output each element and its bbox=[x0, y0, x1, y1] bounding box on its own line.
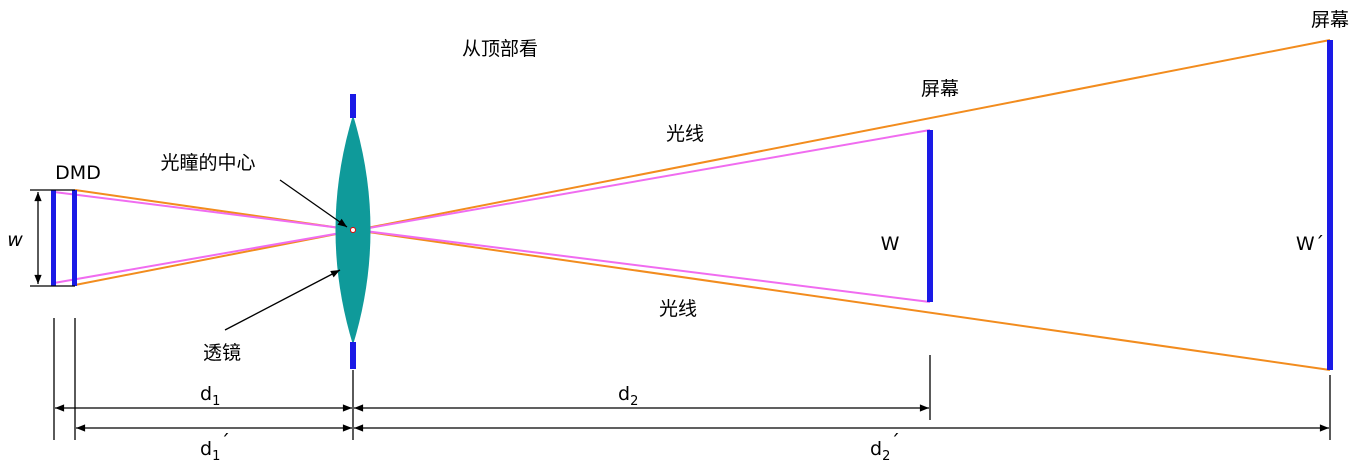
d-base: d bbox=[200, 383, 212, 405]
dmd-label: DMD bbox=[55, 162, 101, 184]
d-prime: ´ bbox=[890, 431, 900, 453]
lens-label: 透镜 bbox=[203, 342, 241, 364]
orange-ray bbox=[74, 189, 1331, 371]
pupil-center-label: 光瞳的中心 bbox=[160, 152, 255, 174]
pink-ray bbox=[53, 191, 931, 303]
W-prime-label: W´ bbox=[1296, 233, 1324, 255]
screen bbox=[927, 130, 933, 302]
rays bbox=[53, 39, 1331, 371]
dmd-bar bbox=[72, 190, 77, 286]
ray-label: 光线 bbox=[659, 298, 697, 320]
pupil-center bbox=[350, 227, 356, 233]
orange-ray bbox=[74, 39, 1331, 286]
d1-prime-label: d1´ bbox=[200, 431, 230, 464]
d-base: d bbox=[618, 383, 630, 405]
d-sub: 2 bbox=[882, 449, 890, 464]
d1-label: d1 bbox=[200, 383, 220, 409]
dimensions bbox=[53, 318, 1331, 440]
d2-prime-label: d2´ bbox=[870, 431, 900, 464]
pink-ray bbox=[53, 129, 931, 284]
title: 从顶部看 bbox=[462, 38, 538, 60]
W-label: W bbox=[881, 233, 900, 255]
leader-arrow bbox=[224, 269, 341, 331]
d2-label: d2 bbox=[618, 383, 638, 409]
screen-label: 屏幕 bbox=[1311, 9, 1349, 31]
d-sub: 1 bbox=[212, 394, 220, 409]
w-label: w bbox=[7, 229, 23, 251]
d-sub: 2 bbox=[630, 394, 638, 409]
d-sub: 1 bbox=[212, 449, 220, 464]
lens-mount bbox=[350, 94, 356, 118]
screen-label: 屏幕 bbox=[921, 78, 959, 100]
leader-arrow bbox=[279, 179, 348, 228]
dmd-bar bbox=[51, 190, 56, 286]
ray-label: 光线 bbox=[666, 123, 704, 145]
d-base: d bbox=[200, 438, 212, 460]
lens-mount bbox=[350, 342, 356, 369]
screen bbox=[1327, 40, 1333, 370]
d-prime: ´ bbox=[220, 431, 230, 453]
d-base: d bbox=[870, 438, 882, 460]
